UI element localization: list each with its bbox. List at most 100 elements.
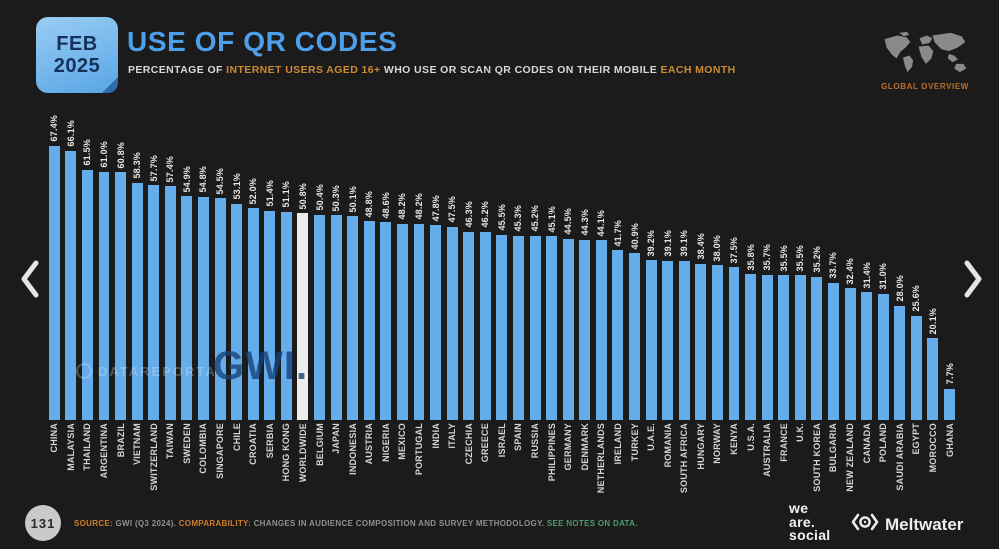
notes-on-data-link[interactable]: SEE NOTES ON DATA. xyxy=(546,519,638,528)
bar-column: 58.3% xyxy=(129,135,146,420)
bar-value-label: 52.0% xyxy=(248,177,259,205)
bar xyxy=(214,198,226,420)
bar-column: 67.4% xyxy=(46,115,63,420)
category-label: BRAZIL xyxy=(115,423,126,458)
bar xyxy=(612,250,624,420)
bar-column: 35.7% xyxy=(759,135,776,420)
category-column: ITALY xyxy=(444,423,461,501)
category-column: U.S.A. xyxy=(742,423,759,501)
bar-column: 39.2% xyxy=(643,135,660,420)
bar xyxy=(944,388,955,420)
category-column: SPAIN xyxy=(510,423,527,501)
bar-value-label: 38.0% xyxy=(712,234,723,262)
category-label: SINGAPORE xyxy=(215,423,226,479)
bar-value-label: 51.1% xyxy=(281,181,292,208)
we-are-social-line: are. xyxy=(789,513,816,530)
bar-value-label: 54.9% xyxy=(181,165,192,193)
bar xyxy=(131,182,143,420)
bar xyxy=(479,231,491,420)
next-slide-chevron[interactable] xyxy=(963,260,983,303)
bar xyxy=(728,267,740,420)
bar-value-label: 57.4% xyxy=(165,155,176,183)
category-label: SWEDEN xyxy=(181,423,192,464)
category-label: DENMARK xyxy=(579,423,590,471)
category-column: RUSSIA xyxy=(527,423,544,501)
source-label: SOURCE: xyxy=(74,519,113,528)
bar xyxy=(314,214,325,420)
bar-column: 57.4% xyxy=(162,135,179,420)
category-label: PHILIPPINES xyxy=(546,423,557,482)
bar-column: 40.9% xyxy=(626,135,643,420)
category-label: GHANA xyxy=(944,423,955,457)
category-column: MOROCCO xyxy=(925,423,942,501)
category-label: SPAIN xyxy=(513,423,524,451)
bar-column: 48.8% xyxy=(361,135,378,420)
bar xyxy=(148,185,160,420)
category-column: MEXICO xyxy=(394,423,411,501)
bar xyxy=(164,186,176,420)
category-column: SERBIA xyxy=(262,423,279,501)
world-map-icon xyxy=(879,31,971,78)
category-column: NETHERLANDS xyxy=(593,423,610,501)
bar-value-label: 48.6% xyxy=(380,191,391,219)
bar xyxy=(446,226,458,420)
bar-value-label: 45.3% xyxy=(513,205,524,232)
bar-column: 46.3% xyxy=(460,135,477,420)
subtitle-part: PERCENTAGE OF xyxy=(128,64,227,76)
date-badge: FEB 2025 xyxy=(36,17,118,93)
bar-column: 35.8% xyxy=(742,135,759,420)
category-column: CHILE xyxy=(228,423,245,501)
bar-column: 39.1% xyxy=(659,135,676,420)
category-column: WORLDWIDE xyxy=(295,423,312,501)
bar-value-label: 35.5% xyxy=(778,244,789,272)
bar xyxy=(778,275,790,420)
bar xyxy=(678,260,690,420)
bar xyxy=(380,222,392,420)
bar-value-label: 25.6% xyxy=(911,285,922,312)
category-label: CANADA xyxy=(861,423,872,464)
category-column: MALAYSIA xyxy=(63,423,80,501)
category-column: SWEDEN xyxy=(179,423,196,501)
bar-value-label: 7.7% xyxy=(944,363,955,385)
we-are-social-logo: we are. social xyxy=(789,501,831,543)
bar-value-label: 37.5% xyxy=(728,236,739,264)
bar-value-label: 46.3% xyxy=(463,200,474,228)
bar-column: 38.4% xyxy=(693,135,710,420)
bar-column: 32.4% xyxy=(842,135,859,420)
category-label: AUSTRIA xyxy=(364,423,375,465)
bar xyxy=(546,236,558,420)
previous-slide-chevron[interactable] xyxy=(20,260,40,303)
bar-value-label: 61.5% xyxy=(82,139,93,166)
bar xyxy=(562,238,574,420)
bar-value-label: 51.4% xyxy=(264,180,275,207)
bar-column: 38.0% xyxy=(709,135,726,420)
category-label: ARGENTINA xyxy=(99,423,110,479)
bar-value-label: 31.4% xyxy=(861,261,872,289)
comparability-label: COMPARABILITY: xyxy=(178,519,252,528)
bar-value-label: 45.2% xyxy=(530,205,541,232)
bar xyxy=(430,225,442,420)
bar xyxy=(297,213,309,420)
bar-value-label: 32.4% xyxy=(845,257,856,285)
bar xyxy=(861,292,873,420)
bar xyxy=(595,240,607,420)
category-column: TAIWAN xyxy=(162,423,179,501)
category-label: COLOMBIA xyxy=(198,423,209,474)
category-column: POLAND xyxy=(875,423,892,501)
category-label: CHILE xyxy=(231,423,242,451)
category-label: NORWAY xyxy=(712,423,723,464)
bar xyxy=(347,216,359,420)
category-label: TAIWAN xyxy=(165,423,176,460)
category-label: U.A.E. xyxy=(646,423,657,451)
bar xyxy=(761,274,773,420)
bar xyxy=(910,315,922,420)
gwi-watermark: GWI. xyxy=(213,344,309,388)
bar-value-label: 39.1% xyxy=(679,230,690,257)
category-column: CHINA xyxy=(46,423,63,501)
bar-value-label: 67.4% xyxy=(49,115,60,142)
category-column: SINGAPORE xyxy=(212,423,229,501)
bar-column: 54.5% xyxy=(212,135,229,420)
bar-column: 41.7% xyxy=(610,135,627,420)
category-column: PORTUGAL xyxy=(411,423,428,501)
